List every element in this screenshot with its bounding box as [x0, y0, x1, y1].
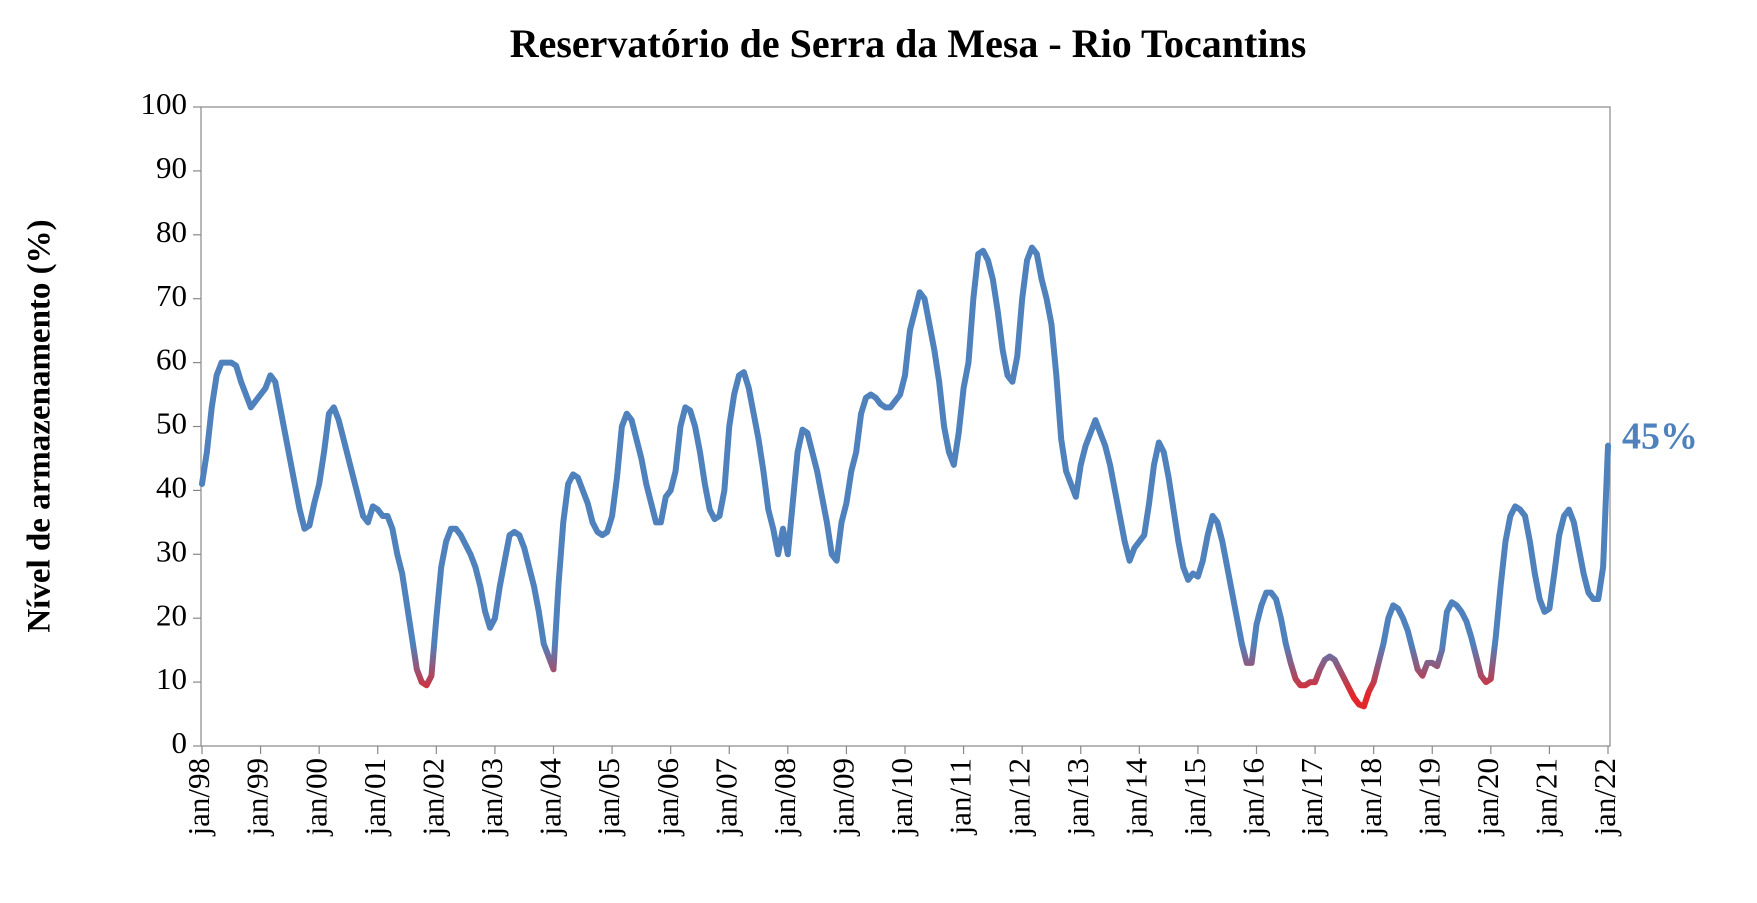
- end-annotation: 45%: [1622, 415, 1698, 457]
- y-tick-label: 10: [156, 661, 187, 696]
- x-tick-label: jan/16: [1236, 758, 1271, 837]
- x-tick-label: jan/10: [884, 758, 919, 837]
- x-tick-label: jan/13: [1060, 758, 1095, 837]
- x-tick-label: jan/18: [1353, 758, 1388, 837]
- x-tick-label: jan/08: [767, 758, 802, 837]
- chart-title: Reservatório de Serra da Mesa - Rio Toca…: [510, 21, 1307, 66]
- data-line: [199, 244, 1611, 710]
- y-tick-label: 20: [156, 597, 187, 632]
- x-tick-label: jan/14: [1118, 758, 1153, 837]
- x-tick-label: jan/09: [826, 758, 861, 837]
- y-tick-label: 90: [156, 150, 187, 185]
- y-axis-label: Nível de armazenamento (%): [22, 219, 58, 632]
- x-tick-label: jan/11: [943, 758, 978, 835]
- x-tick-label: jan/02: [415, 758, 450, 837]
- x-tick-label: jan/12: [1001, 758, 1036, 837]
- x-tick-label: jan/17: [1294, 758, 1329, 837]
- y-tick-label: 30: [156, 533, 187, 568]
- x-tick-label: jan/99: [240, 758, 275, 837]
- x-tick-label: jan/21: [1529, 758, 1564, 837]
- y-tick-label: 80: [156, 214, 187, 249]
- x-tick-label: jan/05: [591, 758, 626, 837]
- x-tick-label: jan/19: [1411, 758, 1446, 837]
- x-tick-label: jan/01: [357, 758, 392, 837]
- y-tick-label: 0: [172, 725, 188, 760]
- y-tick-label: 60: [156, 342, 187, 377]
- x-tick-label: jan/07: [708, 758, 743, 837]
- x-tick-label: jan/03: [474, 758, 509, 837]
- x-tick-label: jan/20: [1470, 758, 1505, 837]
- x-tick-label: jan/00: [298, 758, 333, 837]
- y-tick-label: 50: [156, 406, 187, 441]
- y-tick-label: 70: [156, 278, 187, 313]
- x-tick-label: jan/22: [1587, 758, 1622, 837]
- x-tick-label: jan/98: [181, 758, 216, 837]
- x-tick-label: jan/06: [650, 758, 685, 837]
- x-tick-label: jan/04: [533, 758, 568, 837]
- y-tick-label: 100: [141, 86, 188, 121]
- x-tick-label: jan/15: [1177, 758, 1212, 837]
- y-tick-label: 40: [156, 470, 187, 505]
